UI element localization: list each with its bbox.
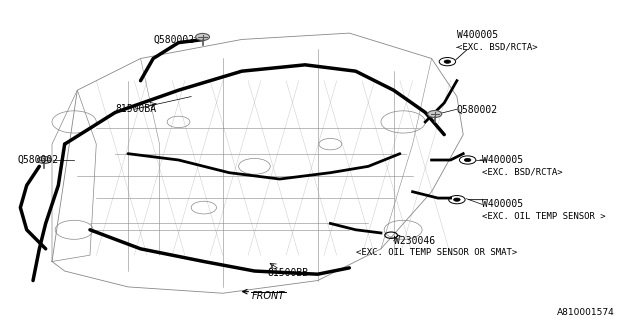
Circle shape (38, 156, 51, 164)
Circle shape (196, 33, 209, 40)
Text: W230046: W230046 (394, 236, 435, 246)
Circle shape (428, 110, 442, 117)
Text: Q580002: Q580002 (153, 35, 195, 44)
Text: <EXC. OIL TEMP SENSOR >: <EXC. OIL TEMP SENSOR > (482, 212, 606, 221)
Text: Q580002: Q580002 (17, 155, 58, 165)
Circle shape (465, 158, 471, 162)
Text: <EXC. OIL TEMP SENSOR OR SMAT>: <EXC. OIL TEMP SENSOR OR SMAT> (356, 248, 517, 258)
Circle shape (444, 60, 451, 63)
Circle shape (454, 198, 460, 201)
Text: W400005: W400005 (457, 30, 498, 40)
Text: 81500BA: 81500BA (115, 104, 156, 114)
Text: <EXC. BSD/RCTA>: <EXC. BSD/RCTA> (482, 168, 563, 177)
Text: FRONT: FRONT (252, 291, 285, 301)
Text: <EXC. BSD/RCTA>: <EXC. BSD/RCTA> (457, 43, 538, 52)
Text: W400005: W400005 (482, 199, 524, 209)
Text: W400005: W400005 (482, 155, 524, 165)
Text: 81500BB: 81500BB (267, 268, 308, 278)
Text: A810001574: A810001574 (557, 308, 615, 317)
Text: Q580002: Q580002 (457, 104, 498, 114)
